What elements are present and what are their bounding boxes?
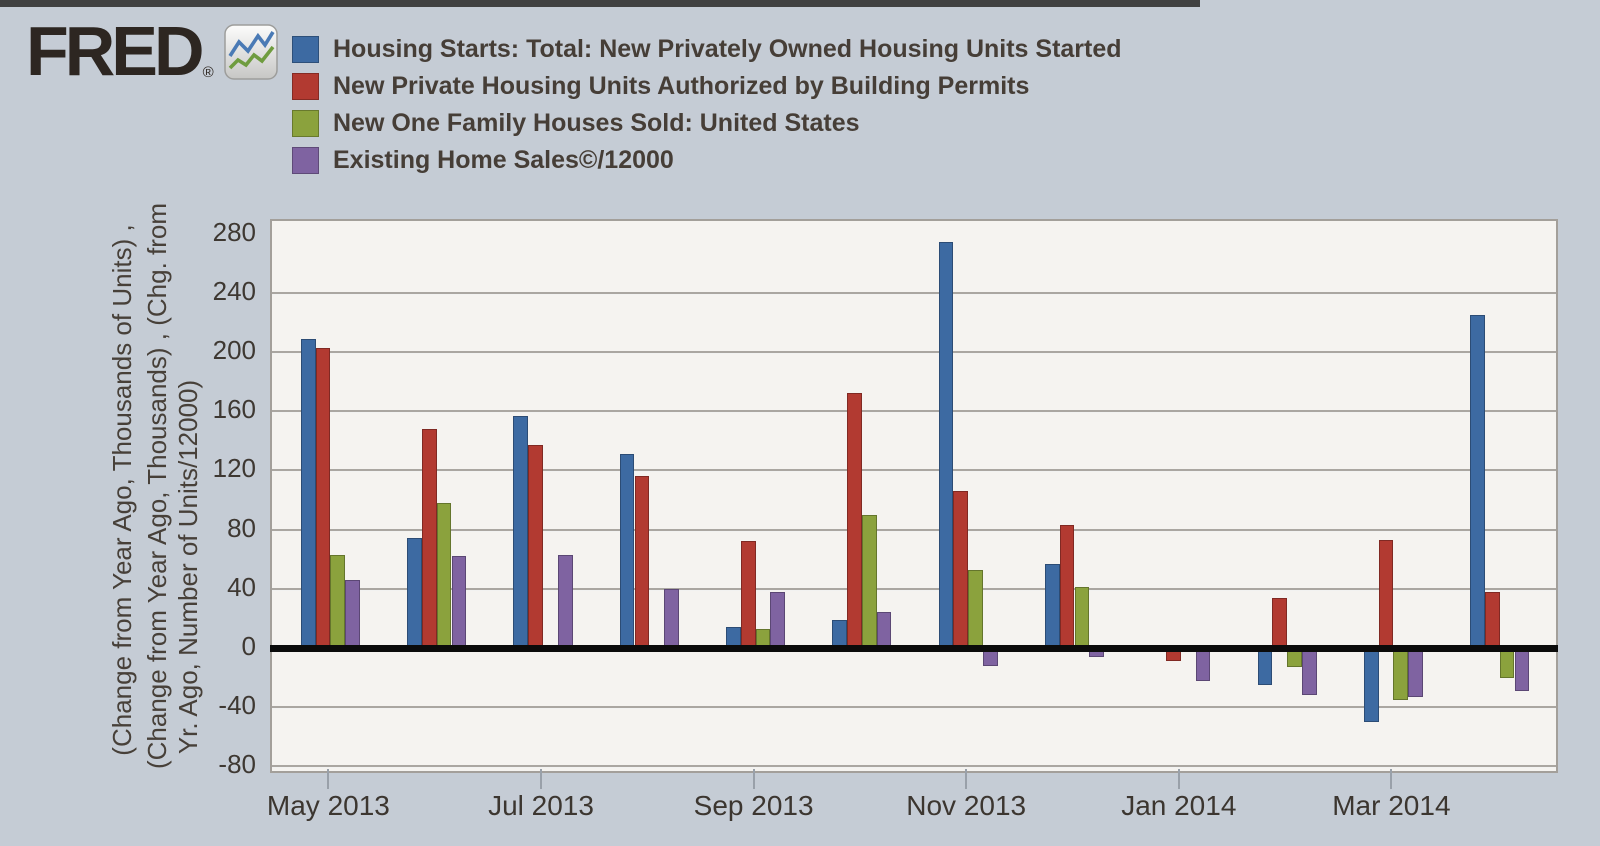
y-tick-label: 0 xyxy=(241,631,256,661)
bar xyxy=(345,579,360,648)
bar xyxy=(1195,648,1211,681)
legend-swatch-icon xyxy=(292,110,319,137)
bar xyxy=(407,538,422,648)
gridline xyxy=(272,351,1556,354)
gridline xyxy=(272,410,1556,414)
bar xyxy=(832,619,848,648)
bar xyxy=(1484,591,1500,648)
gridline xyxy=(272,291,1556,295)
gridline xyxy=(272,765,1556,769)
fred-logo[interactable]: FRED ® xyxy=(26,12,278,90)
x-tick-label: May 2013 xyxy=(266,790,390,821)
bar xyxy=(968,569,983,648)
legend-item: Existing Home Sales©/12000 xyxy=(292,142,1122,179)
bar xyxy=(1301,648,1317,696)
legend-swatch-icon xyxy=(292,36,319,63)
bar xyxy=(1378,539,1394,648)
gridline xyxy=(272,528,1556,532)
bar xyxy=(1408,648,1423,697)
bar xyxy=(1514,648,1530,691)
y-tick-label: 160 xyxy=(212,394,256,425)
bar xyxy=(847,393,862,648)
bar xyxy=(300,338,316,648)
y-tick-label: 120 xyxy=(212,453,256,484)
bar xyxy=(664,588,679,648)
legend-swatch-icon xyxy=(292,147,319,174)
bar xyxy=(634,476,650,648)
top-border-band xyxy=(0,0,1200,7)
bar xyxy=(451,556,467,648)
x-tick-mark xyxy=(327,769,330,789)
bar xyxy=(513,415,529,648)
zero-axis-line xyxy=(270,645,1558,652)
bar xyxy=(1499,648,1515,678)
legend-item: Housing Starts: Total: New Privately Own… xyxy=(292,31,1122,68)
legend-label: New Private Housing Units Authorized by … xyxy=(333,72,1030,100)
bar xyxy=(436,502,452,648)
y-tick-label: 240 xyxy=(212,275,256,306)
x-tick-label: Jul 2013 xyxy=(488,790,594,821)
gridline xyxy=(272,706,1556,710)
bar xyxy=(1470,315,1485,648)
x-tick-mark xyxy=(1177,769,1180,789)
bar xyxy=(861,514,877,648)
y-tick-label: -80 xyxy=(218,749,256,780)
bar xyxy=(1044,563,1060,648)
bar xyxy=(1074,587,1090,648)
bar xyxy=(1393,648,1409,700)
y-tick-label: -40 xyxy=(218,690,256,721)
bar xyxy=(315,347,331,648)
bar xyxy=(1363,648,1379,722)
x-tick-label: Sep 2013 xyxy=(693,790,814,821)
bar xyxy=(938,242,954,648)
legend-label: Housing Starts: Total: New Privately Own… xyxy=(333,35,1122,63)
y-tick-label: 40 xyxy=(227,571,256,602)
bar xyxy=(619,454,635,648)
bar xyxy=(330,554,346,648)
legend-label: New One Family Houses Sold: United State… xyxy=(333,109,860,137)
y-tick-label: 280 xyxy=(212,216,256,247)
legend-swatch-icon xyxy=(292,73,319,100)
bar xyxy=(770,591,786,648)
bar xyxy=(557,554,573,648)
y-tick-label: 200 xyxy=(212,335,256,365)
bar xyxy=(953,491,969,648)
gridline xyxy=(272,469,1556,473)
bar xyxy=(528,445,543,648)
y-tick-label: 80 xyxy=(227,512,256,543)
bar xyxy=(876,612,892,648)
x-tick-mark xyxy=(752,769,755,789)
bar xyxy=(1059,525,1075,648)
legend: Housing Starts: Total: New Privately Own… xyxy=(292,31,1122,179)
x-tick-mark xyxy=(1390,769,1393,789)
x-tick-label: Jan 2014 xyxy=(1121,790,1237,821)
bar xyxy=(421,428,437,648)
x-tick-mark xyxy=(540,769,542,789)
fred-wordmark: FRED xyxy=(26,12,205,90)
legend-item: New One Family Houses Sold: United State… xyxy=(292,105,1122,142)
legend-label: Existing Home Sales©/12000 xyxy=(333,146,674,174)
x-tick-label: Nov 2013 xyxy=(906,790,1027,821)
x-tick-mark xyxy=(965,769,968,789)
bar xyxy=(1257,648,1273,685)
registered-trademark: ® xyxy=(202,64,214,81)
plot-area xyxy=(270,219,1558,773)
x-tick-label: Mar 2014 xyxy=(1332,790,1451,821)
legend-item: New Private Housing Units Authorized by … xyxy=(292,68,1122,105)
bar xyxy=(1272,597,1288,648)
fred-sparkline-icon xyxy=(223,24,278,85)
gridline xyxy=(272,587,1556,591)
bar xyxy=(740,541,756,648)
